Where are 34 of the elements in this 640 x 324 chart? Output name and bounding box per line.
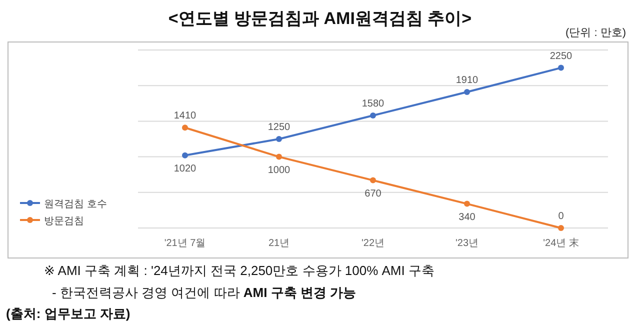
- x-tick-label: '23년: [455, 238, 479, 249]
- point: [370, 177, 376, 184]
- x-tick-label: '24년 末: [543, 237, 579, 249]
- plot: '21년 7월 21년 '22년 '23년 '24년 末 1020 1250 1580 1910 2250 1410 1000 670 340 0 원격검침 호수 방문검침: [20, 50, 608, 249]
- point: [182, 124, 188, 131]
- data-label: 670: [364, 188, 382, 200]
- x-tick-label: '22년: [361, 238, 385, 249]
- data-label: 1410: [174, 110, 197, 122]
- legend-label: 방문검침: [44, 216, 84, 227]
- text: - 한국전력공사 경영 여건에 따라: [52, 285, 244, 300]
- data-label: 1250: [268, 122, 291, 133]
- text: AMI 구축 변경 가능: [243, 285, 356, 300]
- point: [558, 64, 564, 71]
- chart-title: <연도별 방문검침과 AMI원격검침 추이>: [168, 9, 472, 28]
- text: ※ AMI 구축 계획 : '24년까지 전국 2,250만호 수용가 100% AMI 구축: [44, 263, 434, 278]
- point: [370, 112, 376, 119]
- x-tick-label: '21년 7월: [164, 238, 206, 249]
- data-label: 0: [558, 211, 564, 222]
- point: [464, 200, 470, 207]
- legend-label: 원격검침 호수: [44, 199, 107, 210]
- point: [464, 89, 470, 96]
- point: [182, 152, 188, 158]
- data-label: 1020: [174, 163, 197, 174]
- point: [558, 225, 564, 231]
- data-label: 1580: [362, 98, 385, 110]
- data-label: 1910: [456, 75, 479, 86]
- point: [276, 136, 282, 142]
- x-tick-label: 21년: [268, 238, 290, 249]
- point: [276, 154, 282, 160]
- data-label: 340: [458, 212, 476, 223]
- text: (출처: 업무보고 자료): [6, 306, 130, 321]
- data-label: 2250: [550, 50, 573, 62]
- text: (단위 : 만호): [566, 27, 626, 39]
- data-label: 1000: [268, 164, 291, 176]
